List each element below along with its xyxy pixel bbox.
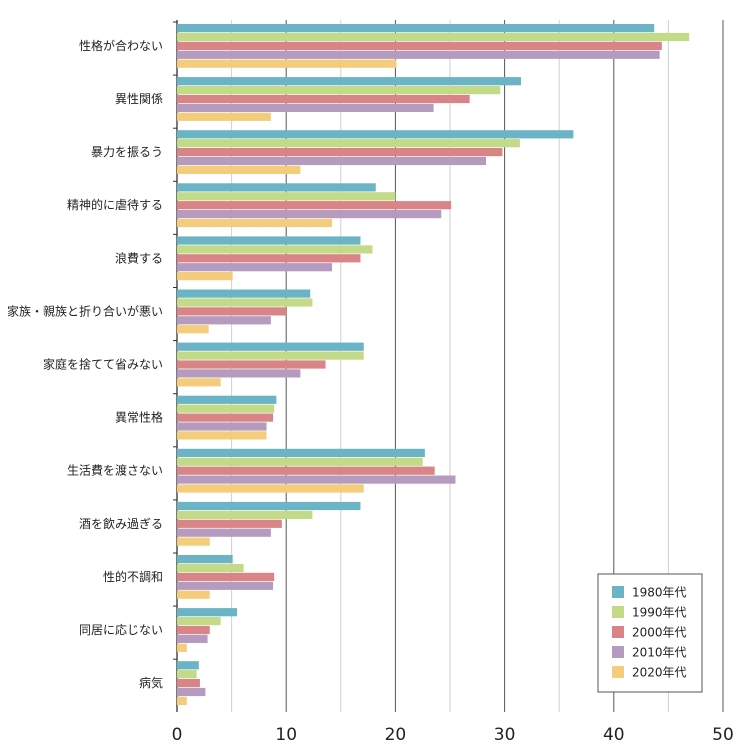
bar: [177, 670, 197, 679]
category-label: 精神的に虐待する: [67, 197, 163, 212]
bar: [177, 422, 267, 431]
bar: [177, 236, 361, 245]
bar: [177, 77, 521, 86]
bar: [177, 218, 333, 228]
bar: [177, 431, 267, 440]
category-label: 病気: [139, 675, 163, 690]
legend-swatch: [612, 606, 624, 618]
bar: [177, 617, 221, 626]
category-label: 異性関係: [115, 92, 163, 106]
bar: [177, 130, 574, 139]
x-tick-label: 10: [275, 725, 297, 745]
x-tick-label: 20: [385, 725, 407, 745]
bar: [177, 192, 396, 201]
bar: [177, 245, 373, 254]
bar: [177, 272, 233, 281]
bar: [177, 687, 206, 697]
category-label: 家庭を捨てて省みない: [43, 357, 163, 372]
bar: [177, 94, 470, 104]
legend-label: 1990年代: [632, 606, 687, 620]
bar: [177, 307, 287, 316]
category-label: 異常性格: [115, 410, 163, 425]
bar: [177, 537, 210, 546]
x-tick-label: 0: [172, 725, 183, 745]
bar: [177, 625, 210, 635]
legend-swatch: [612, 586, 624, 598]
bar: [177, 103, 434, 112]
bar: [177, 369, 301, 378]
bar: [177, 448, 425, 457]
bar: [177, 466, 435, 475]
bar: [177, 289, 311, 298]
category-labels: 性格が合わない異性関係暴力を振るう精神的に虐待する浪費する家族・親族と折り合いが…: [7, 38, 163, 690]
bar: [177, 395, 277, 404]
category-label: 酒を飲み過ぎる: [79, 516, 163, 531]
legend-label: 2010年代: [632, 646, 687, 660]
bar: [177, 590, 210, 599]
bar: [177, 457, 423, 466]
bar: [177, 563, 244, 573]
category-label: 浪費する: [115, 250, 163, 265]
legend-swatch: [612, 626, 624, 638]
bar: [177, 679, 200, 688]
bar: [177, 378, 221, 387]
category-label: 性格が合わない: [79, 38, 163, 53]
legend-label: 2020年代: [632, 666, 687, 680]
bar: [177, 661, 199, 670]
bar: [177, 86, 501, 95]
bar: [177, 643, 187, 652]
bar: [177, 342, 364, 351]
bar: [177, 555, 233, 564]
bar: [177, 325, 209, 334]
x-tick-label: 50: [712, 725, 734, 745]
bar: [177, 50, 660, 59]
category-label: 性的不調和: [103, 569, 163, 584]
bar: [177, 528, 271, 537]
bar: [177, 263, 333, 272]
bar: [177, 696, 187, 705]
bar: [177, 41, 662, 50]
bar: [177, 519, 282, 528]
bar: [177, 608, 238, 617]
category-label: 同居に応じない: [79, 623, 163, 637]
x-tick-labels: 0 10 20 30 40 50: [172, 725, 734, 745]
bar: [177, 210, 442, 219]
bar: [177, 59, 397, 68]
bar: [177, 484, 364, 493]
bar: [177, 316, 271, 325]
bar: [177, 404, 275, 413]
bar: [177, 156, 487, 166]
legend-label: 1980年代: [632, 586, 687, 600]
bar: [177, 254, 361, 263]
bar: [177, 112, 271, 121]
bar: [177, 360, 326, 369]
legend-swatch: [612, 646, 624, 658]
bar: [177, 148, 503, 157]
bar: [177, 139, 520, 148]
bar: [177, 581, 274, 590]
bar: [177, 475, 456, 484]
legend: 1980年代 1990年代 2000年代 2010年代 2020年代: [597, 573, 703, 693]
x-tick-label: 40: [603, 725, 625, 745]
bar: [177, 183, 376, 192]
bar: [177, 165, 301, 174]
category-label: 家族・親族と折り合いが悪い: [7, 303, 163, 318]
bar: [177, 413, 274, 422]
bar: [177, 298, 313, 307]
legend-swatch: [612, 666, 624, 678]
legend-label: 2000年代: [632, 626, 687, 640]
bar: [177, 501, 361, 511]
bar: [177, 351, 364, 360]
bar: [177, 572, 275, 581]
bar: [177, 510, 313, 519]
bar: [177, 634, 208, 643]
x-tick-label: 30: [494, 725, 516, 745]
bar: [177, 201, 452, 210]
bar: [177, 32, 690, 42]
category-label: 暴力を振るう: [91, 145, 163, 159]
bar: [177, 24, 655, 33]
bars: [177, 24, 690, 705]
category-label: 生活費を渡さない: [67, 463, 163, 478]
